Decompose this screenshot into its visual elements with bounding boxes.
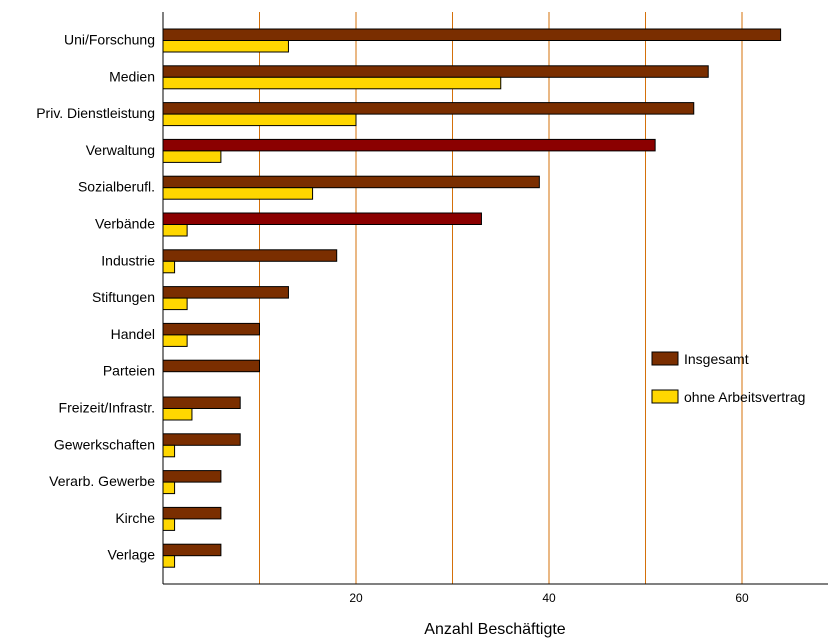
- category-label: Verarb. Gewerbe: [49, 473, 155, 489]
- legend-label-ohne-arbeitsvertrag: ohne Arbeitsvertrag: [684, 389, 805, 405]
- bar-insgesamt: [162, 286, 289, 299]
- category-label: Verlage: [108, 547, 156, 563]
- x-axis-label: Anzahl Beschäftigte: [424, 621, 566, 638]
- category-label: Stiftungen: [92, 289, 155, 305]
- category-label: Parteien: [103, 363, 155, 379]
- x-tick-label: 40: [542, 591, 556, 605]
- category-label: Handel: [111, 326, 155, 342]
- bar-insgesamt: [162, 138, 656, 152]
- bar-ohne-arbeitsvertrag: [162, 224, 188, 237]
- bar-insgesamt: [162, 102, 695, 115]
- bar-insgesamt: [162, 65, 709, 78]
- grid-lines: [259, 12, 743, 584]
- bar-insgesamt: [162, 359, 260, 373]
- bar-insgesamt: [162, 506, 222, 520]
- category-label: Verbände: [95, 216, 155, 232]
- bar-insgesamt: [162, 212, 482, 225]
- bar-insgesamt: [162, 175, 540, 189]
- bar-ohne-arbeitsvertrag: [162, 408, 193, 421]
- bar-ohne-arbeitsvertrag: [162, 260, 176, 274]
- x-tick-label: 60: [735, 591, 749, 605]
- x-tick-labels: 20 40 60: [349, 591, 749, 605]
- bar-ohne-arbeitsvertrag: [162, 555, 176, 568]
- category-labels: Uni/Forschung Medien Priv. Dienstleistung V…: [36, 32, 155, 563]
- bars: [162, 28, 782, 568]
- bar-ohne-arbeitsvertrag: [162, 444, 176, 458]
- category-label: Sozialberufl.: [78, 179, 155, 195]
- bar-ohne-arbeitsvertrag: [162, 297, 188, 311]
- category-label: Medien: [109, 68, 155, 84]
- category-label: Priv. Dienstleistung: [36, 105, 155, 121]
- bar-ohne-arbeitsvertrag: [162, 113, 357, 127]
- bar-ohne-arbeitsvertrag: [162, 481, 176, 495]
- bar-insgesamt: [162, 249, 338, 262]
- category-label: Freizeit/Infrastr.: [59, 400, 155, 416]
- bar-ohne-arbeitsvertrag: [162, 76, 502, 90]
- bar-insgesamt: [162, 396, 241, 409]
- x-tick-label: 20: [349, 591, 363, 605]
- bar-insgesamt: [162, 322, 260, 336]
- category-label: Verwaltung: [86, 142, 155, 158]
- legend-swatch-ohne-arbeitsvertrag: [651, 389, 679, 404]
- bar-ohne-arbeitsvertrag: [162, 334, 188, 347]
- category-label: Gewerkschaften: [54, 436, 155, 452]
- legend-swatch-insgesamt: [651, 351, 679, 366]
- legend-label-insgesamt: Insgesamt: [684, 351, 749, 367]
- bar-insgesamt: [162, 470, 222, 483]
- bar-ohne-arbeitsvertrag: [162, 518, 176, 531]
- legend: Insgesamt ohne Arbeitsvertrag: [651, 351, 805, 405]
- bar-insgesamt: [162, 433, 241, 446]
- bar-ohne-arbeitsvertrag: [162, 187, 314, 200]
- bar-insgesamt: [162, 28, 782, 41]
- bar-ohne-arbeitsvertrag: [162, 40, 289, 53]
- category-label: Industrie: [101, 252, 155, 268]
- category-label: Uni/Forschung: [64, 32, 155, 48]
- bar-insgesamt: [162, 543, 222, 557]
- category-label: Kirche: [115, 510, 155, 526]
- bar-ohne-arbeitsvertrag: [162, 150, 222, 163]
